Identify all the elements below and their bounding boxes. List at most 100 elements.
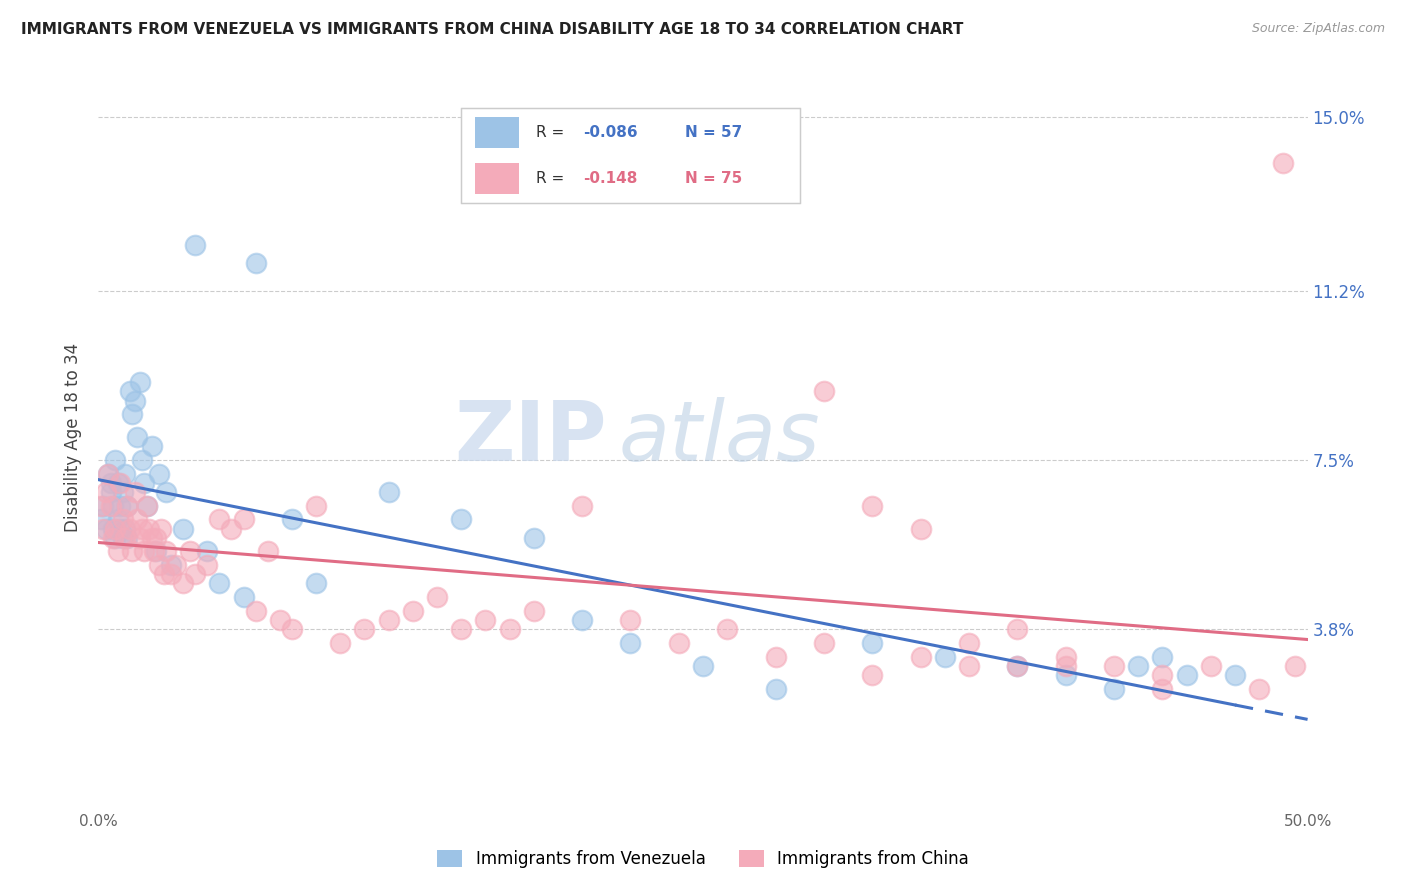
Point — [716, 622, 738, 636]
Point — [117, 499, 139, 513]
Point — [152, 567, 174, 582]
Point — [474, 613, 496, 627]
Point — [523, 531, 546, 545]
Point — [114, 467, 136, 481]
Point — [1152, 667, 1174, 681]
Point — [134, 544, 156, 558]
Point — [245, 256, 267, 270]
Point — [117, 531, 139, 545]
Point — [668, 636, 690, 650]
Point — [127, 430, 149, 444]
Point — [155, 485, 177, 500]
Point — [134, 475, 156, 490]
Text: ZIP: ZIP — [454, 397, 606, 477]
Point — [813, 384, 835, 399]
Point — [1007, 622, 1029, 636]
Point — [765, 681, 787, 696]
Point — [117, 499, 139, 513]
Point — [91, 499, 114, 513]
Point — [90, 499, 112, 513]
Point — [114, 531, 136, 545]
Point — [101, 521, 124, 535]
Point — [813, 636, 835, 650]
Point — [281, 512, 304, 526]
Legend: Immigrants from Venezuela, Immigrants from China: Immigrants from Venezuela, Immigrants fr… — [430, 844, 976, 875]
Point — [100, 475, 122, 490]
Point — [118, 521, 141, 535]
Point — [934, 649, 956, 664]
Point — [107, 475, 129, 490]
Point — [131, 453, 153, 467]
Point — [1199, 658, 1222, 673]
Point — [1128, 658, 1150, 673]
Point — [121, 407, 143, 421]
Point — [450, 512, 472, 526]
Point — [104, 531, 127, 545]
Point — [104, 521, 127, 535]
Point — [179, 544, 201, 558]
Point — [571, 613, 593, 627]
Point — [150, 521, 173, 535]
Point — [957, 636, 980, 650]
Point — [232, 512, 254, 526]
Point — [104, 453, 127, 467]
Text: atlas: atlas — [619, 397, 820, 477]
Point — [131, 521, 153, 535]
Point — [97, 467, 120, 481]
Point — [860, 667, 883, 681]
Point — [256, 544, 278, 558]
Point — [107, 544, 129, 558]
Point — [1007, 658, 1029, 673]
Point — [148, 558, 170, 573]
Point — [97, 467, 120, 481]
Point — [101, 531, 124, 545]
Point — [910, 649, 932, 664]
Point — [765, 649, 787, 664]
Point — [94, 521, 117, 535]
Point — [101, 499, 124, 513]
Point — [498, 622, 520, 636]
Point — [208, 512, 231, 526]
Point — [1223, 667, 1246, 681]
Point — [155, 544, 177, 558]
Point — [402, 604, 425, 618]
Point — [160, 558, 183, 573]
Point — [1102, 658, 1125, 673]
Point — [571, 499, 593, 513]
Point — [121, 544, 143, 558]
Point — [143, 544, 166, 558]
Point — [245, 604, 267, 618]
Point — [118, 384, 141, 399]
Point — [160, 567, 183, 582]
Point — [208, 576, 231, 591]
Point — [269, 613, 291, 627]
Point — [1152, 649, 1174, 664]
Point — [1102, 681, 1125, 696]
Point — [111, 485, 134, 500]
Point — [860, 499, 883, 513]
Point — [165, 558, 187, 573]
Point — [145, 544, 167, 558]
Point — [1054, 667, 1077, 681]
Point — [450, 622, 472, 636]
Point — [353, 622, 375, 636]
Point — [377, 485, 399, 500]
Point — [232, 590, 254, 604]
Point — [184, 567, 207, 582]
Point — [377, 613, 399, 627]
Point — [195, 544, 218, 558]
Point — [1054, 658, 1077, 673]
Point — [124, 485, 146, 500]
Point — [281, 622, 304, 636]
Point — [94, 485, 117, 500]
Point — [692, 658, 714, 673]
Point — [910, 521, 932, 535]
Text: IMMIGRANTS FROM VENEZUELA VS IMMIGRANTS FROM CHINA DISABILITY AGE 18 TO 34 CORRE: IMMIGRANTS FROM VENEZUELA VS IMMIGRANTS … — [21, 22, 963, 37]
Point — [90, 512, 112, 526]
Point — [172, 521, 194, 535]
Point — [426, 590, 449, 604]
Point — [111, 531, 134, 545]
Y-axis label: Disability Age 18 to 34: Disability Age 18 to 34 — [65, 343, 83, 532]
Point — [145, 531, 167, 545]
Point — [138, 521, 160, 535]
